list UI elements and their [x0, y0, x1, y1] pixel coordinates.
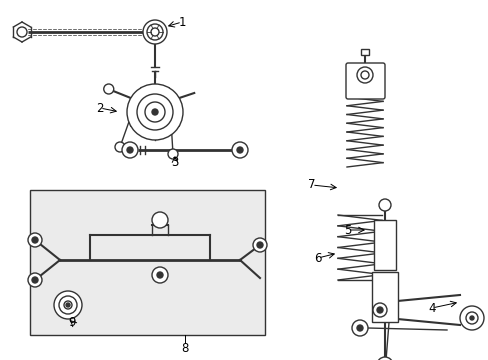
Text: 9: 9 — [68, 315, 76, 328]
Circle shape — [152, 212, 168, 228]
Text: 1: 1 — [178, 15, 185, 28]
Circle shape — [356, 325, 362, 331]
Circle shape — [231, 142, 247, 158]
Circle shape — [252, 238, 266, 252]
Bar — [30, 190, 264, 335]
Circle shape — [257, 242, 263, 248]
Circle shape — [32, 277, 38, 283]
Circle shape — [122, 142, 138, 158]
Circle shape — [152, 267, 168, 283]
Bar — [371, 272, 397, 322]
Circle shape — [127, 84, 183, 140]
Circle shape — [145, 102, 164, 122]
Circle shape — [28, 273, 42, 287]
Circle shape — [28, 233, 42, 247]
Circle shape — [459, 306, 483, 330]
Circle shape — [360, 71, 368, 79]
Circle shape — [152, 109, 158, 115]
Bar — [373, 220, 395, 270]
Text: 5: 5 — [344, 224, 351, 237]
Circle shape — [66, 303, 70, 307]
Circle shape — [237, 147, 243, 153]
Text: 2: 2 — [96, 102, 103, 114]
Text: 7: 7 — [307, 179, 315, 192]
Circle shape — [376, 357, 392, 360]
Circle shape — [142, 20, 167, 44]
Text: 3: 3 — [171, 157, 178, 170]
Circle shape — [17, 27, 27, 37]
Text: 4: 4 — [427, 302, 435, 315]
Circle shape — [127, 147, 133, 153]
Circle shape — [465, 312, 477, 324]
Circle shape — [351, 320, 367, 336]
Circle shape — [469, 316, 473, 320]
Text: 6: 6 — [314, 252, 321, 265]
Circle shape — [376, 307, 382, 313]
Circle shape — [64, 301, 72, 309]
FancyBboxPatch shape — [346, 63, 384, 99]
Circle shape — [356, 67, 372, 83]
Circle shape — [378, 199, 390, 211]
Circle shape — [147, 24, 163, 40]
Circle shape — [115, 142, 125, 152]
Circle shape — [168, 149, 178, 159]
Text: 8: 8 — [181, 342, 188, 355]
Circle shape — [54, 291, 82, 319]
Bar — [360, 49, 368, 55]
Circle shape — [103, 84, 114, 94]
Circle shape — [59, 296, 77, 314]
Circle shape — [151, 28, 159, 36]
Circle shape — [157, 272, 163, 278]
Circle shape — [137, 94, 173, 130]
Circle shape — [32, 237, 38, 243]
Circle shape — [372, 303, 386, 317]
